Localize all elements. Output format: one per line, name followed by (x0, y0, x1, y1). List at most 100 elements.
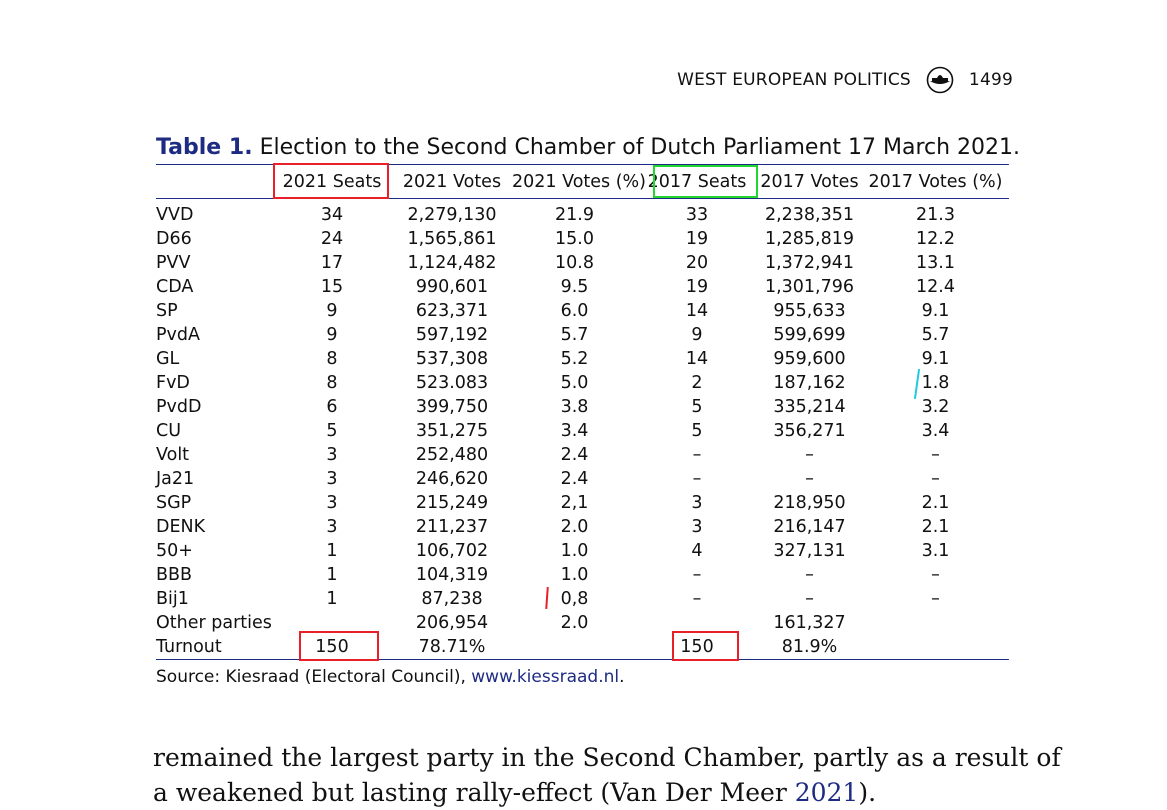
party-name-cell: CDA (156, 277, 194, 297)
party-name-cell: Volt (156, 445, 190, 465)
party-name-cell: PVV (156, 253, 191, 273)
table-cell: 19 (685, 229, 709, 249)
table-cell: 1,124,482 (407, 253, 497, 273)
table-cell: 5 (691, 397, 703, 417)
table-cell: 78.71% (392, 635, 512, 660)
table-cell: 19 (685, 277, 709, 297)
table-cell: – (931, 469, 940, 489)
table-cell: 327,131 (773, 541, 846, 561)
table-cell: 3 (326, 445, 338, 465)
table-cell: – (692, 445, 702, 465)
table-cell: 1,301,796 (764, 277, 855, 297)
table-cell: 5 (326, 421, 338, 441)
table-row: SP 9 623,371 6.0 14 955,633 9.1 (156, 299, 1009, 323)
table-cell: 34 (320, 205, 344, 225)
table-source-note: Source: Kiesraad (Electoral Council), ww… (156, 667, 625, 687)
table-cell (512, 635, 637, 660)
table-cell: 2,1 (560, 493, 589, 513)
source-prefix: Source: Kiesraad (Electoral Council), (156, 667, 472, 687)
table-cell: 3 (326, 469, 338, 489)
table-row: Other parties 206,954 2.0 161,327 (156, 611, 1009, 635)
body-line-2-end: ). (858, 778, 877, 807)
table-cell: 2.0 (560, 517, 589, 537)
table-cell: 9 (326, 301, 338, 321)
table-cell: 2,279,130 (407, 205, 497, 225)
table-cell: 12.4 (916, 277, 955, 297)
table-cell: 2.4 (560, 445, 589, 465)
table-cell: 106,702 (415, 541, 489, 561)
table-cell: 9.1 (921, 349, 950, 369)
table-cell: 2.1 (921, 493, 950, 513)
table-row: D66 24 1,565,861 15.0 19 1,285,819 12.2 (156, 227, 1009, 251)
table-cell (862, 611, 1009, 635)
table-cell: 3.1 (921, 541, 950, 561)
table-cell: – (931, 589, 940, 609)
table-cell: 9 (326, 325, 338, 345)
table-cell: – (931, 445, 940, 465)
party-name-cell: DENK (156, 517, 206, 537)
table-row: GL 8 537,308 5.2 14 959,600 9.1 (156, 347, 1009, 371)
table-cell: 3 (326, 517, 338, 537)
table-header-row: 2021 Seats 2021 Votes 2021 Votes (%) 2017 S… (156, 164, 1009, 199)
table-cell: 14 (685, 301, 709, 321)
table-row: SGP 3 215,249 2,1 3 218,950 2.1 (156, 491, 1009, 515)
source-link[interactable]: www.kiessraad.nl (471, 667, 620, 687)
table-cell: – (805, 469, 814, 489)
column-header-party (156, 164, 272, 199)
table-body: VVD 34 2,279,130 21.9 33 2,238,351 21.3 D66 24 1,… (156, 199, 1009, 660)
citation-link[interactable]: 2021 (794, 778, 859, 807)
table-cell: 211,237 (415, 517, 489, 537)
table-row: Ja21 3 246,620 2.4 – – – (156, 467, 1009, 491)
table-cell: 1.0 (560, 541, 589, 561)
table-cell: 3.4 (560, 421, 589, 441)
table-cell: 17 (320, 253, 344, 273)
table-cell: 13.1 (916, 253, 955, 273)
party-name-cell: PvdD (156, 397, 202, 417)
table-row: Volt 3 252,480 2.4 – – – (156, 443, 1009, 467)
table-cell: 2,238,351 (764, 205, 855, 225)
table-row: PvdA 9 597,192 5.7 9 599,699 5.7 (156, 323, 1009, 347)
table-cell: – (931, 565, 940, 585)
table-cell: 87,238 (421, 589, 483, 609)
table-cell: 599,699 (773, 325, 846, 345)
table-cell: 399,750 (415, 397, 489, 417)
table-cell: 14 (685, 349, 709, 369)
party-name-cell: Bij1 (156, 589, 189, 609)
table-cell: – (805, 565, 814, 585)
table-row: Bij1 1 87,238 0,8 – – – (156, 587, 1009, 611)
party-name-cell: FvD (156, 373, 190, 393)
party-name-cell: Other parties (156, 613, 272, 633)
table-cell: 81.9% (757, 635, 862, 660)
table-cell: 6.0 (560, 301, 589, 321)
table-row: BBB 1 104,319 1.0 – – – (156, 563, 1009, 587)
table-cell: 246,620 (415, 469, 489, 489)
body-line-2-text: a weakened but lasting rally-effect (Van… (153, 778, 795, 807)
results-table: 2021 Seats 2021 Votes 2021 Votes (%) 2017 S… (156, 164, 1009, 660)
table-cell: 537,308 (415, 349, 489, 369)
table-cell: 150 (637, 635, 757, 660)
table-cell: 3 (691, 493, 703, 513)
party-name-cell: VVD (156, 205, 194, 225)
table-cell: – (805, 589, 814, 609)
body-line-2: a weakened but lasting rally-effect (Van… (153, 775, 1013, 810)
table-cell: 9.5 (560, 277, 589, 297)
table-cell (637, 611, 757, 635)
table-cell: 252,480 (415, 445, 489, 465)
table-cell: 3 (326, 493, 338, 513)
body-paragraph: remained the largest party in the Second… (153, 740, 1061, 810)
table-row: Turnout 150 78.71% 150 81.9% (156, 635, 1009, 660)
table-cell (272, 611, 392, 635)
table-cell: 0,8 (560, 589, 589, 609)
table-cell: 959,600 (773, 349, 846, 369)
results-table-wrapper: 2021 Seats 2021 Votes 2021 Votes (%) 2017 S… (156, 163, 1009, 661)
table-cell: 351,275 (415, 421, 489, 441)
table-row: PvdD 6 399,750 3.8 5 335,214 3.2 (156, 395, 1009, 419)
party-name-cell: PvdA (156, 325, 200, 345)
table-cell: 335,214 (773, 397, 846, 417)
table-row: FvD 8 523.083 5.0 2 187,162 1.8 (156, 371, 1009, 395)
table-cell: 24 (320, 229, 344, 249)
column-header: 2021 Votes (%) (512, 164, 646, 199)
table-cell: 15.0 (555, 229, 594, 249)
party-name-cell: D66 (156, 229, 192, 249)
table-cell: 5.0 (560, 373, 589, 393)
